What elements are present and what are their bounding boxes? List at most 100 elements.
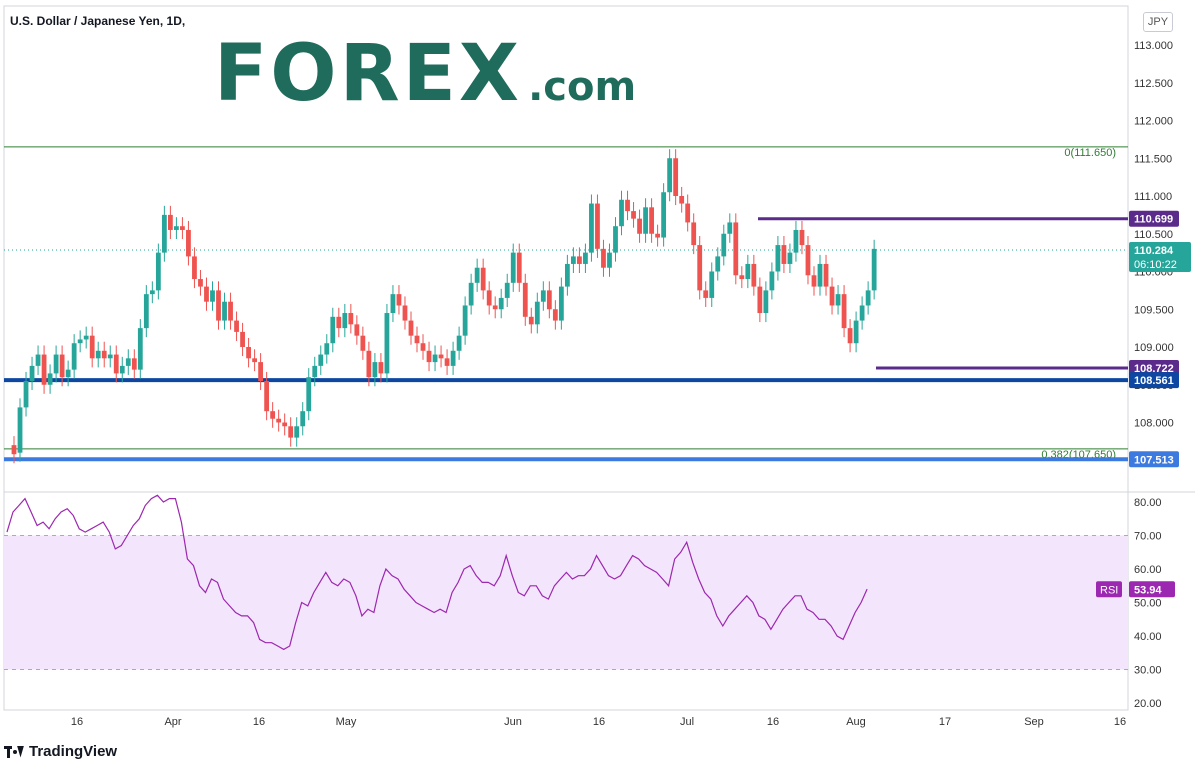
last-price-badge	[1129, 242, 1191, 273]
tradingview-label: TradingView	[29, 743, 118, 760]
candle-body	[29, 365, 35, 381]
candle-body	[53, 354, 59, 374]
candle-body	[246, 347, 251, 359]
rsi-tick-label: 40.00	[1134, 631, 1162, 643]
candle-body	[47, 373, 53, 385]
candle-body	[793, 229, 799, 253]
candle-body	[715, 256, 721, 272]
candle-body	[444, 358, 450, 366]
price-tick-label: 109.500	[1134, 304, 1174, 316]
candle-body	[655, 233, 661, 238]
rsi-tick-label: 70.00	[1134, 531, 1162, 543]
candle-body	[348, 313, 354, 325]
candle-body	[174, 226, 179, 230]
last-price-value: 110.284	[1134, 245, 1174, 257]
price-tick-label: 112.000	[1134, 116, 1173, 128]
candle-body	[155, 252, 161, 291]
candle-body	[564, 263, 570, 287]
candle-body	[360, 335, 366, 351]
candle-body	[234, 320, 239, 332]
currency-badge[interactable]: JPY	[1143, 12, 1173, 32]
candle-body	[59, 354, 65, 378]
price-tick-label: 108.000	[1134, 418, 1174, 430]
candle-body	[787, 252, 793, 264]
candle-body	[216, 290, 221, 321]
candle-body	[667, 158, 673, 193]
candle-body	[829, 286, 835, 306]
candle-body	[649, 207, 654, 234]
candle-body	[143, 294, 149, 329]
candle-body	[607, 252, 612, 268]
candle-body	[384, 313, 390, 374]
candle-body	[204, 286, 209, 302]
logo-suffix: .com	[528, 64, 637, 110]
candle-body	[847, 328, 853, 344]
candle-body	[450, 350, 456, 366]
tradingview-brand: TradingView	[4, 743, 117, 760]
price-tick-label: 111.500	[1134, 153, 1172, 165]
candle-body	[125, 358, 131, 366]
candle-body	[137, 328, 143, 370]
candle-body	[276, 418, 282, 423]
candle-body	[583, 252, 588, 264]
candle-body	[757, 286, 763, 314]
candle-body	[546, 290, 552, 310]
candle-body	[577, 256, 582, 264]
candle-body	[480, 267, 486, 291]
x-tick-label: 16	[253, 716, 265, 728]
candle-body	[498, 297, 504, 310]
support-level-badge	[1129, 372, 1179, 389]
candle-body	[318, 354, 324, 366]
logo-main: FOREX	[214, 29, 523, 119]
candle-body	[468, 282, 474, 306]
candle-body	[300, 411, 306, 427]
candle-body	[161, 214, 167, 253]
swing-level-badge	[1129, 359, 1179, 376]
candle-body	[35, 354, 41, 366]
candle-body	[113, 354, 119, 374]
candle-body	[252, 358, 257, 363]
price-tick-label: 113.000	[1134, 40, 1173, 52]
candle-body	[859, 305, 865, 321]
candle-body	[643, 207, 648, 234]
candle-body	[504, 282, 510, 298]
candle-body	[492, 305, 498, 310]
rsi-name-badge	[1096, 581, 1122, 598]
candle-body	[805, 245, 811, 276]
support-level-value: 108.561	[1134, 375, 1174, 387]
candle-body	[71, 343, 77, 370]
candle-body	[486, 290, 492, 306]
chart-canvas[interactable]: 113.000 112.500 112.000 111.500 111.000 110.5…	[0, 0, 1200, 740]
candle-body	[799, 229, 805, 246]
candle-body	[420, 343, 426, 351]
candle-body	[210, 290, 215, 302]
candle-body	[835, 294, 841, 306]
candle-body	[570, 256, 576, 264]
candle-body	[354, 324, 360, 336]
candle-body	[709, 271, 715, 298]
candle-body	[89, 335, 95, 359]
candle-body	[552, 309, 558, 321]
x-tick-label: 16	[1114, 716, 1126, 728]
price-tick-label: 109.000	[1134, 342, 1174, 354]
candle-body	[228, 301, 233, 321]
candle-body	[474, 267, 480, 283]
candle-body	[270, 411, 276, 419]
candle-body	[426, 350, 432, 363]
candle-body	[745, 263, 751, 280]
candle-body	[198, 279, 203, 287]
rsi-band	[4, 535, 1128, 670]
candle-body	[149, 290, 155, 295]
x-tick-label: Sep	[1024, 716, 1044, 728]
last-price-countdown: 06:10:22	[1134, 259, 1177, 271]
candle-body	[691, 222, 697, 246]
candle-body	[83, 335, 89, 340]
candle-body	[865, 290, 871, 306]
rsi-tick-label: 30.00	[1134, 665, 1162, 677]
candle-body	[697, 245, 703, 291]
candle-body	[462, 305, 468, 336]
price-tick-label: 110.500	[1134, 229, 1173, 241]
candle-body	[438, 354, 444, 359]
candle-body	[330, 316, 336, 344]
candle-body	[131, 358, 137, 370]
